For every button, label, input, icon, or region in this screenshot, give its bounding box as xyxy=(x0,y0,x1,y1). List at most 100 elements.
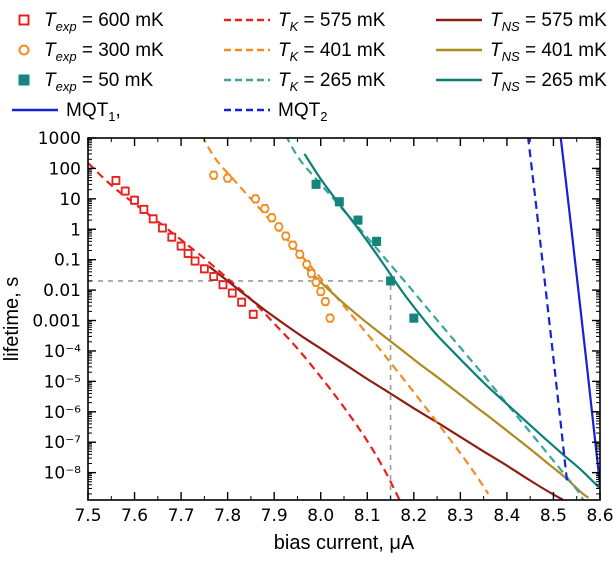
y-tick-label: 0.01 xyxy=(43,281,81,301)
axes: 7.5 7.6 7.7 7.8 7.9 8.0 8.1 8.2 8.3 8.4 8.5 8.61000… xyxy=(32,129,613,526)
plot-content xyxy=(88,138,600,500)
line-solid-icon xyxy=(432,72,486,88)
legend-label: TK = 575 mK xyxy=(278,9,386,34)
legend-row: Texp = 300 mK TK = 401 mK TNS = 401 mK xyxy=(8,35,613,65)
line-dashed-icon xyxy=(220,102,274,118)
line-dashed-glyph xyxy=(224,48,270,52)
x-tick-label: 8.3 xyxy=(447,506,474,526)
marker-square-filled xyxy=(372,236,382,246)
series-t-exp-300 xyxy=(209,170,335,323)
x-tick-label: 8.2 xyxy=(400,506,427,526)
legend-item-t-exp-300: Texp = 300 mK xyxy=(8,39,220,64)
marker-square-open xyxy=(237,297,247,307)
plot-frame xyxy=(87,137,601,501)
marker-circle-open xyxy=(325,313,335,323)
marker-circle-open xyxy=(223,173,233,183)
marker-square-open xyxy=(183,249,193,258)
legend-item-tns-401: TNS = 401 mK xyxy=(432,39,613,64)
line-solid-glyph xyxy=(12,108,58,112)
y-tick-label: 10⁻⁷ xyxy=(44,433,82,453)
square-open-icon xyxy=(8,12,40,28)
x-tick-label: 8.0 xyxy=(307,506,334,526)
marker-square-open xyxy=(190,256,200,266)
marker-circle-open xyxy=(260,203,270,214)
curve-tk-401 xyxy=(202,138,490,495)
line-solid-icon xyxy=(432,42,486,58)
marker-square-open xyxy=(199,264,209,274)
line-dashed-icon xyxy=(220,42,274,58)
legend-label: Texp = 300 mK xyxy=(44,39,164,64)
x-tick-label: 7.6 xyxy=(121,506,148,526)
marker-square-filled xyxy=(311,179,321,189)
curve-tk-575 xyxy=(88,161,401,500)
marker-square-filled xyxy=(353,215,363,225)
line-dashed-glyph xyxy=(224,108,270,112)
y-tick-label: 10⁻⁸ xyxy=(44,464,82,484)
curve-tns-401 xyxy=(306,268,590,499)
marker-square-open xyxy=(227,288,237,298)
marker-circle-open xyxy=(320,296,330,307)
marker-circle-open xyxy=(209,170,219,180)
legend-label: MQT2 xyxy=(278,99,328,124)
line-solid-icon xyxy=(8,102,62,118)
y-tick-label: 10⁻⁵ xyxy=(44,372,81,392)
x-tick-label: 8.5 xyxy=(540,506,567,526)
curve-tk-265 xyxy=(285,138,585,500)
legend-label: TNS = 575 mK xyxy=(490,9,607,34)
legend-label: MQT1, xyxy=(66,99,121,124)
line-solid-glyph xyxy=(436,48,482,52)
circle-open-glyph xyxy=(18,44,30,56)
square-filled-icon xyxy=(8,72,40,88)
legend-item-mqt-2: MQT2 xyxy=(220,99,432,124)
marker-circle-open xyxy=(250,194,261,204)
x-tick-label: 8.1 xyxy=(354,506,381,526)
marker-circle-open xyxy=(288,240,298,250)
legend-row: Texp = 600 mK TK = 575 mK TNS = 575 mK xyxy=(8,5,613,35)
marker-circle-open xyxy=(274,222,284,232)
y-tick-label: 1 xyxy=(70,220,81,240)
marker-square-open xyxy=(148,214,158,224)
marker-circle-open xyxy=(311,277,321,287)
x-tick-label: 7.8 xyxy=(214,506,241,526)
legend-label: TK = 401 mK xyxy=(278,39,386,64)
x-tick-label: 8.4 xyxy=(493,506,520,526)
square-filled-glyph xyxy=(18,74,30,86)
series-t-exp-50 xyxy=(311,179,419,323)
legend-row: Texp = 50 mK TK = 265 mK TNS = 265 mK xyxy=(8,65,613,95)
legend-item-t-exp-600: Texp = 600 mK xyxy=(8,11,220,32)
line-dashed-icon xyxy=(220,72,274,88)
legend-item-t-exp-50: Texp = 50 mK xyxy=(8,71,220,92)
y-tick-label: 1000 xyxy=(38,129,81,149)
x-tick-label: 7.7 xyxy=(168,506,195,526)
y-tick-label: 0.001 xyxy=(32,312,81,332)
x-tick-label: 7.5 xyxy=(74,506,101,526)
curve-tns-575 xyxy=(208,265,564,500)
legend-row: MQT1, MQT2 xyxy=(8,95,613,125)
series-t-exp-600 xyxy=(111,176,258,319)
marker-circle-open xyxy=(316,286,326,297)
marker-square-open xyxy=(176,241,186,251)
marker-circle-open xyxy=(302,259,312,269)
lifetime-chart: 7.5 7.6 7.7 7.8 7.9 8.0 8.1 8.2 8.3 8.4 8.5 8.61000… xyxy=(1,129,613,554)
chart-area: 7.5 7.6 7.7 7.8 7.9 8.0 8.1 8.2 8.3 8.4 8.5 8.6 1000… xyxy=(0,125,613,559)
marker-square-open xyxy=(130,195,139,205)
curve-mqt-2 xyxy=(527,138,569,485)
y-tick-label: 10⁻⁶ xyxy=(44,403,82,423)
legend-label: TNS = 265 mK xyxy=(490,69,607,94)
marker-square-filled xyxy=(334,197,344,207)
legend-item-tk-265: TK = 265 mK xyxy=(220,71,432,92)
circle-open-icon xyxy=(8,42,40,58)
legend-item-mqt-1: MQT1, xyxy=(8,99,220,124)
marker-square-open xyxy=(120,186,130,196)
y-tick-label: 10⁻⁴ xyxy=(44,342,82,362)
marker-circle-open xyxy=(306,268,317,279)
y-tick-label: 10 xyxy=(59,190,81,210)
legend-item-tk-575: TK = 575 mK xyxy=(220,9,432,34)
marker-circle-open xyxy=(281,231,291,241)
legend-label: TNS = 401 mK xyxy=(490,39,607,64)
line-dashed-icon xyxy=(220,12,274,28)
curve-tns-265 xyxy=(303,153,600,490)
marker-square-open xyxy=(167,232,177,242)
line-dashed-glyph xyxy=(224,18,270,22)
